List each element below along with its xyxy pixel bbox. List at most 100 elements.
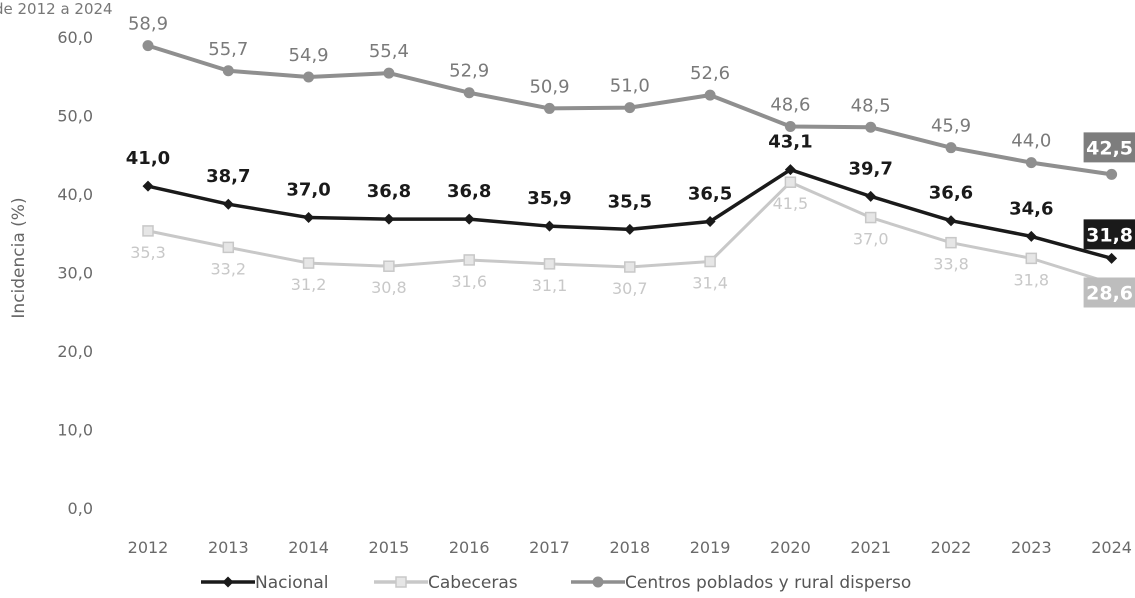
data-label-centros: 52,9	[449, 61, 489, 82]
data-point-centros	[784, 120, 796, 132]
legend: Nacional Cabeceras Centros poblados y rura…	[201, 573, 911, 593]
data-label-centros: 55,7	[208, 39, 248, 60]
y-tick-label: 50,0	[57, 107, 93, 126]
data-label-nacional: 41,0	[126, 148, 170, 169]
data-point-centros	[383, 67, 395, 79]
data-point-cabeceras	[784, 176, 797, 188]
data-label-cabeceras: 28,6	[1086, 282, 1133, 304]
data-point-centros	[544, 102, 555, 114]
data-point-cabeceras	[222, 241, 235, 254]
data-point-centros	[142, 40, 154, 52]
data-label-nacional: 38,7	[206, 166, 250, 187]
data-point-centros	[463, 87, 475, 99]
data-label-cabeceras: 31,1	[532, 276, 568, 295]
x-tick-label: 2022	[931, 538, 972, 557]
data-label-centros: 58,9	[128, 14, 168, 35]
data-point-cabeceras	[463, 254, 475, 266]
data-point-centros	[704, 89, 716, 101]
y-tick-label: 30,0	[57, 264, 93, 283]
data-point-nacional	[624, 223, 636, 235]
data-point-nacional	[383, 213, 395, 225]
data-label-cabeceras: 33,8	[933, 255, 969, 274]
legend-marker-centros	[592, 576, 604, 588]
legend-label-centros: Centros poblados y rural disperso	[625, 573, 911, 593]
data-label-cabeceras: 31,2	[291, 275, 327, 294]
y-tick-label: 60,0	[57, 28, 93, 47]
data-point-nacional	[1106, 252, 1118, 264]
data-label-nacional: 36,8	[447, 181, 491, 202]
data-point-centros	[624, 102, 636, 114]
data-label-centros: 50,9	[529, 76, 569, 97]
data-point-cabeceras	[383, 260, 395, 272]
data-point-cabeceras	[1025, 252, 1038, 265]
last-value-badge-nacional	[1083, 219, 1135, 250]
data-point-nacional	[1025, 230, 1037, 242]
data-label-nacional: 35,9	[527, 188, 571, 209]
data-label-nacional: 31,8	[1086, 224, 1133, 246]
data-label-nacional: 36,5	[688, 183, 732, 204]
y-tick-label: 10,0	[57, 421, 93, 440]
data-label-centros: 52,6	[690, 63, 730, 84]
data-point-nacional	[704, 215, 716, 227]
data-point-cabeceras	[302, 257, 315, 269]
data-label-nacional: 39,7	[848, 158, 892, 179]
data-point-cabeceras	[704, 255, 716, 268]
data-label-centros: 42,5	[1086, 137, 1133, 159]
data-point-cabeceras	[543, 258, 556, 270]
data-labels: 41,0 38,7 37,0 36,8 36,8 35,9 35,5 36,5 43,1 39,7…	[126, 14, 1135, 308]
x-tick-label: 2021	[850, 538, 891, 557]
data-point-centros	[222, 65, 234, 77]
x-tick-label: 2013	[208, 538, 249, 557]
data-label-nacional: 36,8	[367, 181, 411, 202]
legend-label-nacional: Nacional	[255, 573, 329, 593]
x-axis: 2012 2013 2014 2015 2016 2017 2018 2019 2020 2021…	[128, 538, 1132, 557]
data-label-centros: 44,0	[1011, 131, 1051, 152]
data-label-centros: 55,4	[369, 41, 409, 62]
last-value-badge-centros	[1083, 132, 1135, 163]
data-point-cabeceras	[624, 261, 636, 273]
data-point-centros	[1025, 157, 1037, 169]
data-point-nacional	[222, 198, 234, 210]
data-point-nacional	[142, 180, 154, 192]
data-label-nacional: 36,6	[929, 183, 973, 204]
legend-label-cabeceras: Cabeceras	[428, 573, 518, 593]
x-tick-label: 2015	[369, 538, 410, 557]
data-label-cabeceras: 31,6	[451, 272, 487, 291]
x-tick-label: 2017	[529, 538, 570, 557]
x-tick-label: 2016	[449, 538, 490, 557]
x-tick-label: 2014	[288, 538, 329, 557]
data-label-centros: 54,9	[289, 45, 329, 66]
data-label-cabeceras: 37,0	[853, 230, 889, 249]
header-partial-text: de 2012 a 2024	[0, 0, 113, 18]
data-label-centros: 48,5	[851, 95, 891, 116]
data-point-nacional	[945, 215, 957, 227]
legend-marker-nacional	[222, 576, 234, 588]
x-tick-label: 2020	[770, 538, 811, 557]
data-point-centros	[865, 121, 877, 133]
data-label-cabeceras: 35,3	[130, 243, 166, 262]
data-label-cabeceras: 33,2	[210, 259, 246, 278]
data-label-cabeceras: 41,5	[773, 194, 809, 213]
y-tick-label: 40,0	[57, 185, 93, 204]
data-label-cabeceras: 30,8	[371, 278, 407, 297]
data-point-centros	[945, 142, 957, 154]
data-label-nacional: 34,6	[1009, 198, 1053, 219]
data-label-nacional: 37,0	[286, 180, 330, 201]
data-point-centros	[1106, 168, 1118, 180]
data-point-cabeceras	[864, 211, 877, 224]
series-layer	[142, 40, 1118, 290]
data-point-nacional	[463, 213, 475, 225]
x-tick-label: 2023	[1011, 538, 1052, 557]
x-tick-label: 2019	[690, 538, 731, 557]
data-label-nacional: 35,5	[608, 191, 652, 212]
data-label-cabeceras: 31,4	[692, 274, 728, 293]
data-point-cabeceras	[142, 225, 154, 237]
x-tick-label: 2024	[1091, 538, 1132, 557]
data-label-nacional: 43,1	[768, 132, 812, 153]
y-axis-label: Incidencia (%)	[9, 197, 29, 318]
data-point-nacional	[544, 220, 555, 232]
data-point-nacional	[784, 164, 796, 176]
data-label-centros: 48,6	[770, 94, 810, 115]
legend-marker-cabeceras	[395, 576, 407, 588]
